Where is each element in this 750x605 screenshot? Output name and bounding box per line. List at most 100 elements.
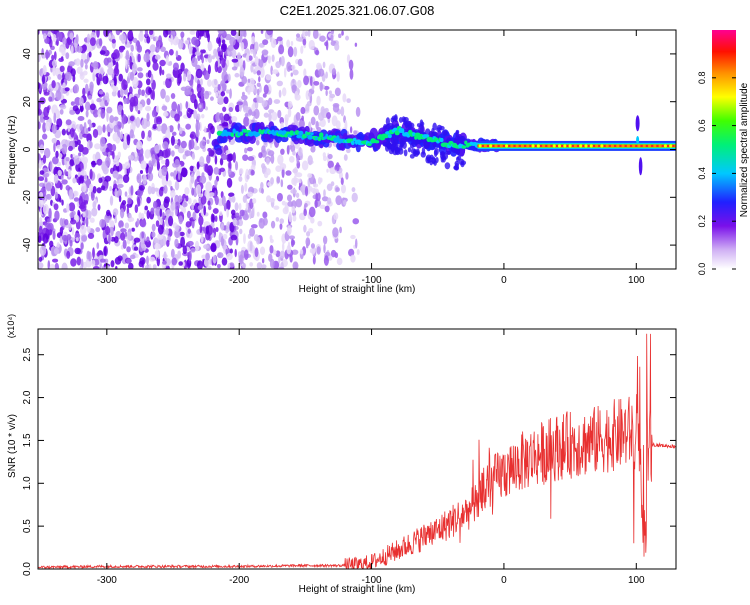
noise-speckle [217,83,221,91]
noise-speckle [228,182,232,187]
noise-speckle [122,239,127,250]
noise-speckle [303,208,308,217]
noise-speckle [76,45,83,53]
spectrogram-y-tick-label: 40 [22,48,33,60]
noise-speckle [246,174,250,180]
noise-speckle [292,150,296,156]
noise-speckle [345,172,349,180]
noise-speckle [124,167,127,176]
noise-speckle [95,227,101,233]
noise-speckle [340,106,345,117]
noise-speckle [38,199,44,208]
colorbar-ticks: 0.0 0.2 0.4 0.6 0.8 [697,72,736,275]
noise-speckle [177,164,182,174]
tone-dot [526,144,530,148]
noise-speckle [310,116,316,126]
noise-speckle [133,246,139,251]
noise-speckle [119,87,124,97]
noise-speckle [80,201,87,212]
noise-speckle [144,205,148,211]
noise-speckle [265,168,271,176]
noise-speckle [164,148,171,158]
noise-speckle [286,225,292,236]
noise-speckle [217,94,224,105]
noise-speckle [47,30,51,38]
noise-speckle [43,115,50,120]
noise-speckle [196,83,202,94]
noise-speckle [205,252,211,261]
noise-speckle [109,195,114,206]
noise-speckle [128,262,134,269]
noise-speckle [152,264,157,269]
noise-speckle [85,128,89,135]
noise-speckle [200,195,207,205]
noise-speckle [261,49,269,56]
snr-y-tick-label: 2.5 [22,347,33,361]
noise-speckle [112,170,119,179]
colorbar-label: Normalized spectral amplitude [739,82,750,217]
noise-speckle [39,97,46,105]
noise-speckle [229,36,236,46]
signal-scatter [403,149,408,157]
noise-speckle [193,99,198,110]
signal-core [307,134,314,140]
noise-speckle [193,166,198,173]
noise-speckle [112,208,119,216]
noise-speckle [322,235,328,245]
noise-speckle [147,69,152,78]
noise-speckle [219,211,223,217]
noise-speckle [267,150,275,157]
noise-speckle [70,101,75,106]
noise-speckle [118,220,124,229]
signal-scatter [442,130,448,136]
noise-speckle [295,172,303,178]
noise-speckle [256,211,260,217]
noise-speckle [323,85,330,91]
noise-speckle [58,197,62,203]
noise-speckle [42,203,49,215]
noise-speckle [113,49,120,59]
noise-speckle [106,97,110,103]
noise-speckle [356,249,360,256]
noise-speckle [54,191,59,199]
noise-speckle [304,186,309,197]
noise-speckle [265,157,270,165]
noise-speckle [345,35,350,41]
noise-speckle [196,161,200,170]
noise-speckle [89,123,93,128]
noise-speckle [262,93,267,98]
noise-speckle [97,204,101,211]
noise-speckle [239,209,245,217]
noise-speckle [186,210,191,219]
noise-speckle [186,70,192,82]
noise-speckle [129,254,136,260]
noise-speckle [354,238,358,249]
noise-speckle [39,170,45,175]
noise-speckle [166,239,170,247]
noise-speckle [131,121,136,131]
noise-speckle [53,247,59,255]
noise-speckle [70,258,77,267]
tone-dot [616,144,620,148]
noise-speckle [231,58,239,63]
snr-frame [37,328,677,570]
signal-scatter [384,144,390,152]
noise-speckle [291,249,299,255]
noise-speckle [298,37,303,42]
tone-dot [489,144,493,148]
noise-speckle [204,106,208,111]
noise-speckle [38,262,44,269]
noise-speckle [174,238,179,248]
noise-speckle [165,227,169,236]
noise-speckle [217,252,222,258]
noise-speckle [279,163,287,170]
noise-speckle [81,235,88,242]
noise-speckle [259,85,262,93]
noise-speckle [171,257,178,266]
noise-speckle [190,131,196,140]
noise-speckle [218,231,222,242]
noise-speckle [68,202,76,212]
signal-core [310,132,314,136]
noise-speckle [88,183,94,193]
noise-speckle [74,247,81,255]
